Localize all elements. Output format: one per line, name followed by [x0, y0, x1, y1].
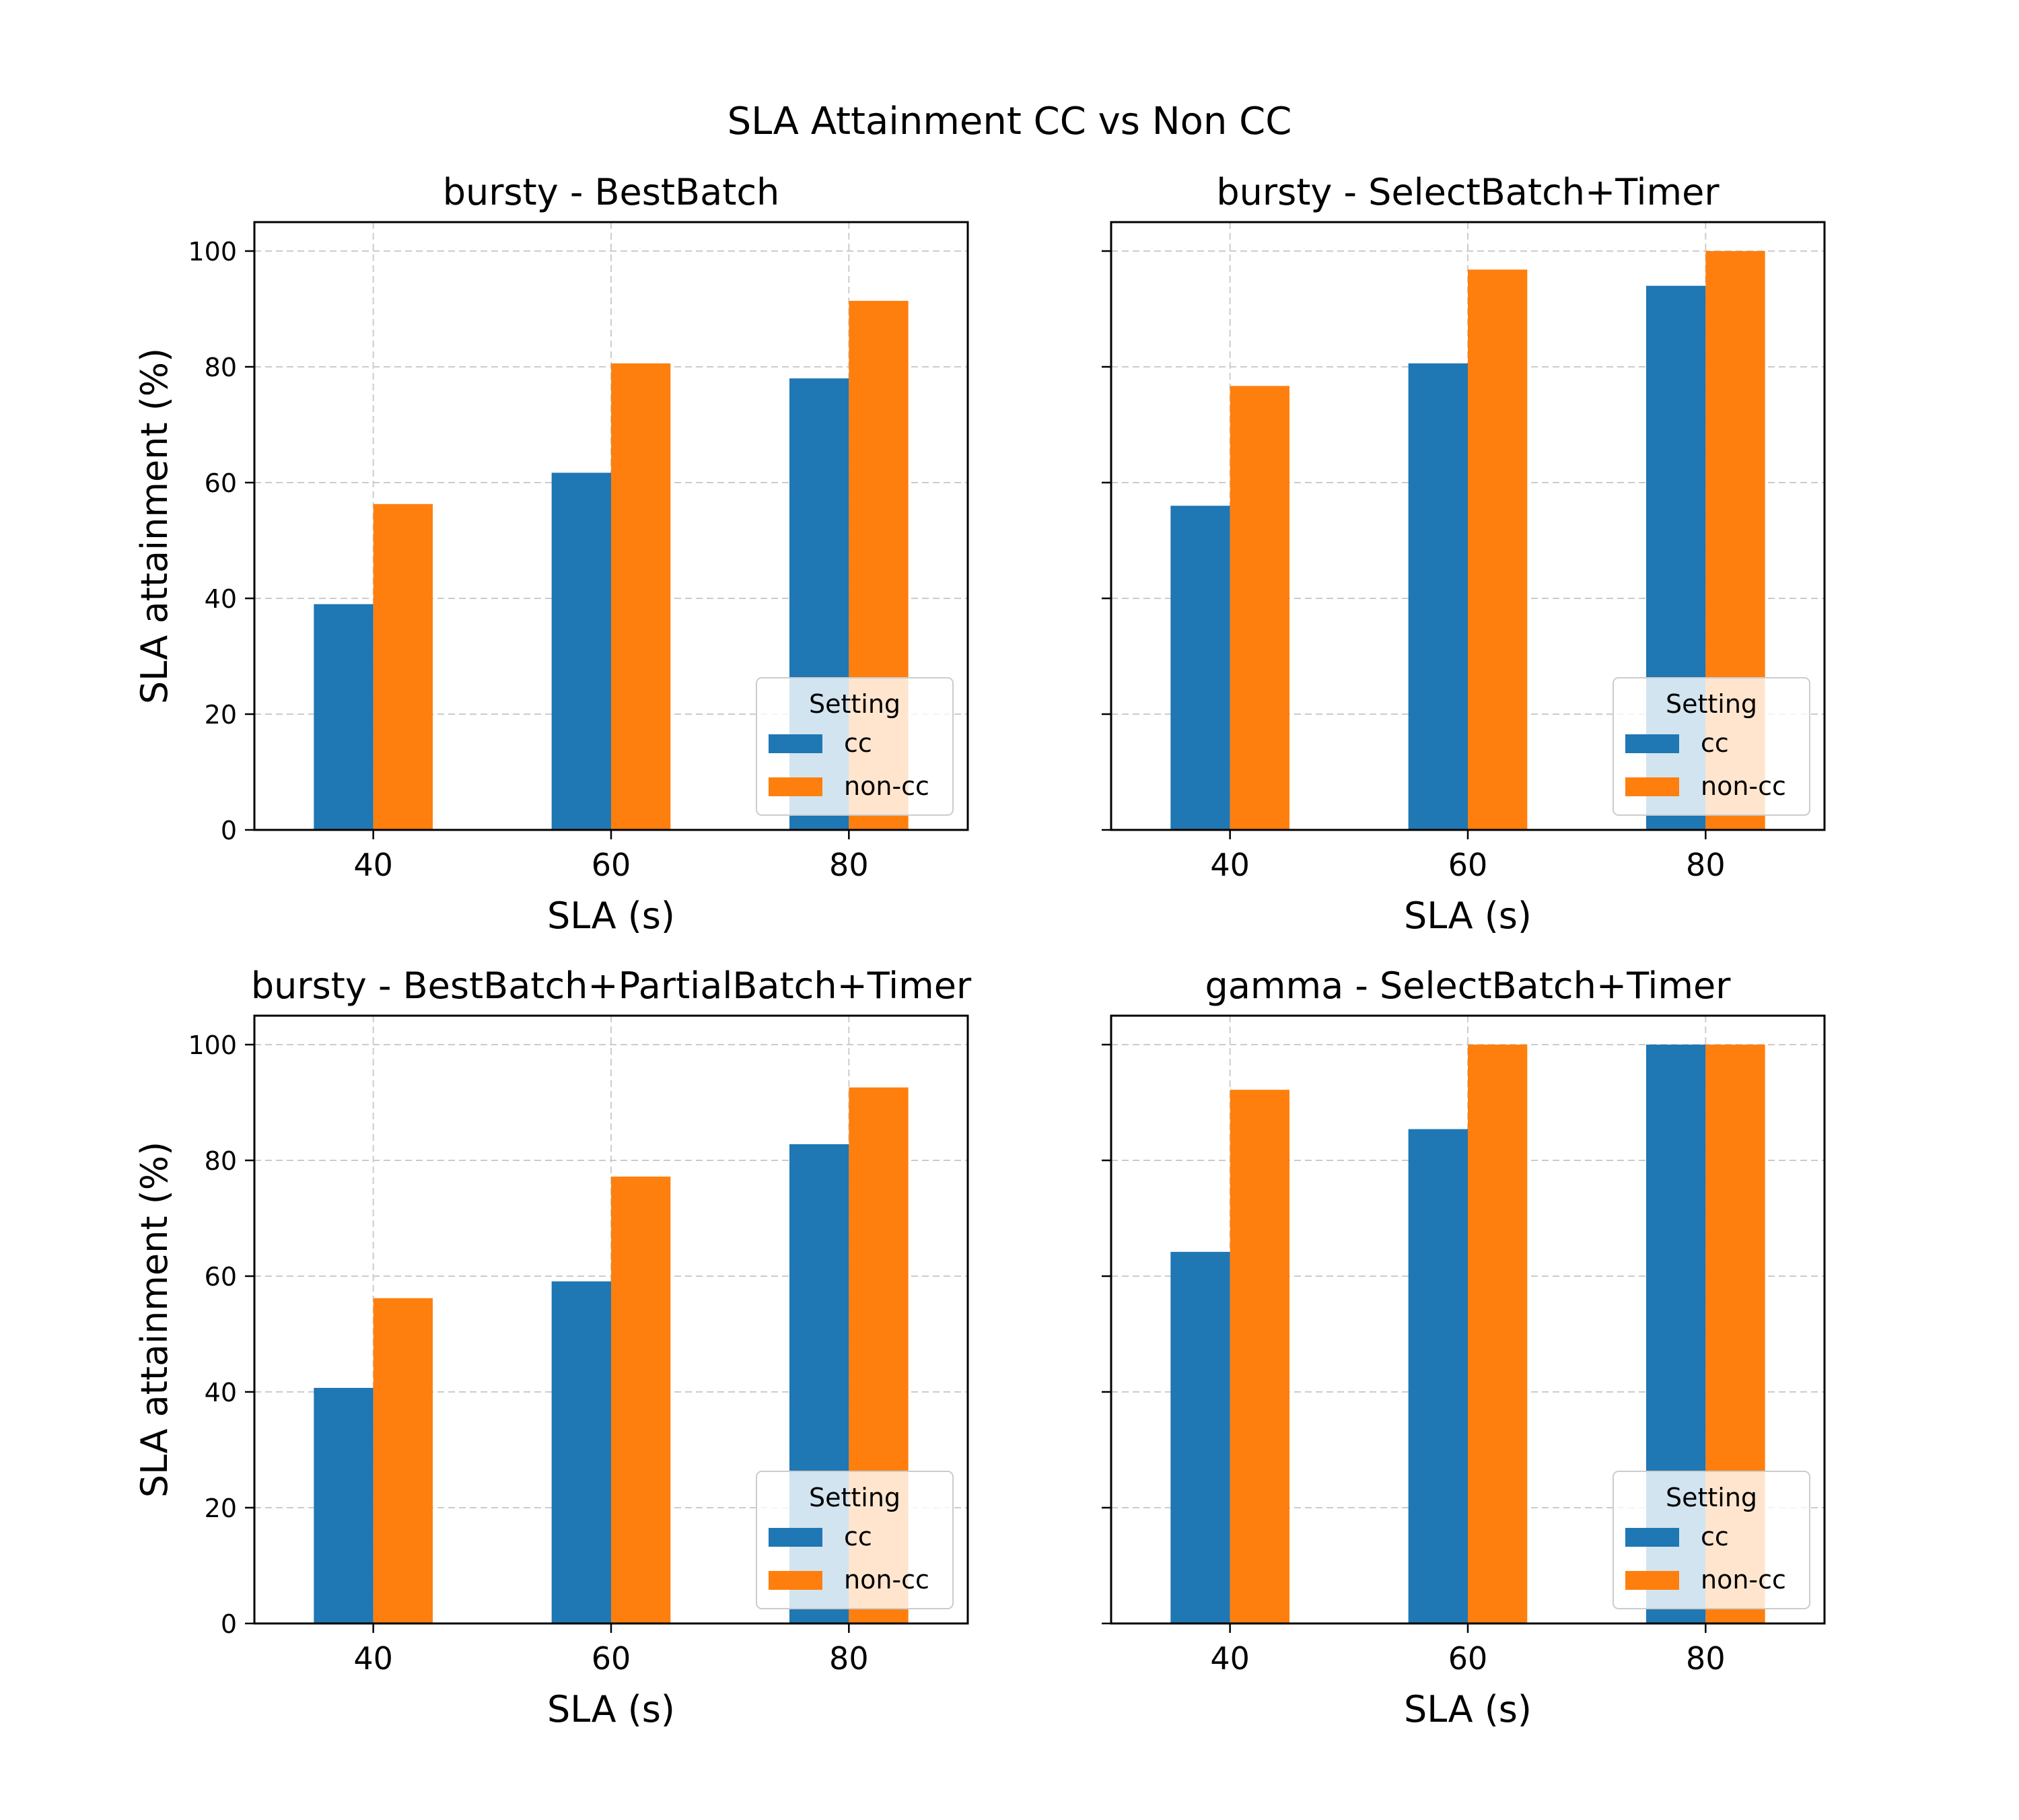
bar-cc-40 [314, 604, 374, 830]
subplot-title: bursty - BestBatch [443, 171, 780, 213]
x-tick-label: 80 [1686, 1640, 1726, 1677]
y-tick-label: 100 [188, 237, 237, 267]
y-tick-label: 100 [188, 1030, 237, 1060]
bar-non-cc-40 [1230, 386, 1289, 830]
legend-title: Setting [809, 689, 900, 719]
bars [314, 1087, 909, 1623]
legend-label-non-cc: non-cc [844, 1565, 929, 1595]
legend-label-cc: cc [1701, 728, 1729, 758]
legend-swatch-non-cc [1625, 1571, 1679, 1590]
legend-swatch-non-cc [1625, 777, 1679, 796]
y-tick-label: 80 [205, 1146, 237, 1176]
x-tick-label: 80 [829, 1640, 869, 1677]
subplot-4: Setting cc non-cc 40 60 80 SLA (s) gamma - Sele… [1102, 965, 1826, 1730]
legend-label-non-cc: non-cc [1701, 1565, 1786, 1595]
bar-cc-60 [1408, 1129, 1468, 1623]
x-tick-label: 80 [829, 847, 869, 883]
x-tick-label: 40 [353, 847, 393, 883]
subplot-3: Setting cc non-cc 0 20 40 60 80 100 40 60 80 SLA (s)… [133, 965, 972, 1730]
y-axis-label: SLA attainment (%) [133, 1142, 176, 1498]
y-tick-label: 40 [205, 1378, 237, 1407]
y-tick-label: 0 [221, 816, 237, 845]
y-tick-label: 0 [221, 1609, 237, 1639]
x-tick-label: 60 [1448, 847, 1488, 883]
legend-label-cc: cc [1701, 1522, 1729, 1551]
legend: Setting cc non-cc [1613, 677, 1810, 816]
y-tick-label: 40 [205, 584, 237, 614]
figure-title: SLA Attainment CC vs Non CC [727, 100, 1292, 143]
legend-swatch-cc [1625, 734, 1679, 753]
legend: Setting cc non-cc [756, 1471, 954, 1609]
bar-cc-40 [1170, 505, 1230, 830]
bar-cc-40 [1170, 1251, 1230, 1623]
legend-title: Setting [1666, 1483, 1757, 1512]
legend-swatch-cc [769, 1528, 822, 1547]
bar-non-cc-40 [373, 1298, 433, 1623]
legend-swatch-non-cc [769, 1571, 822, 1590]
legend-swatch-cc [1625, 1528, 1679, 1547]
x-tick-label: 40 [1210, 1640, 1250, 1677]
x-axis-label: SLA (s) [547, 1688, 675, 1730]
x-tick-label: 40 [353, 1640, 393, 1677]
legend: Setting cc non-cc [756, 677, 954, 816]
x-axis-label: SLA (s) [547, 895, 675, 937]
legend-label-non-cc: non-cc [844, 771, 929, 801]
bar-non-cc-60 [611, 363, 671, 830]
bar-non-cc-40 [1230, 1090, 1289, 1623]
bar-non-cc-60 [1468, 269, 1528, 830]
legend-label-cc: cc [844, 728, 872, 758]
bar-non-cc-60 [611, 1177, 671, 1623]
bar-cc-40 [314, 1387, 374, 1623]
bars [314, 300, 909, 831]
subplot-1: Setting cc non-cc 0 20 40 60 80 100 40 60 80 SLA (s)… [133, 171, 969, 937]
bar-cc-60 [551, 1281, 611, 1623]
bar-cc-60 [1408, 363, 1468, 830]
y-tick-label: 20 [205, 1494, 237, 1523]
subplot-title: bursty - SelectBatch+Timer [1216, 171, 1720, 213]
x-tick-label: 60 [592, 847, 631, 883]
bar-non-cc-60 [1468, 1045, 1528, 1623]
y-tick-label: 20 [205, 700, 237, 730]
subplot-title: bursty - BestBatch+PartialBatch+Timer [251, 965, 972, 1007]
legend-swatch-cc [769, 734, 822, 753]
legend-label-non-cc: non-cc [1701, 771, 1786, 801]
legend-title: Setting [1666, 689, 1757, 719]
bar-cc-60 [551, 473, 611, 830]
x-tick-label: 40 [1210, 847, 1250, 883]
x-tick-label: 60 [1448, 1640, 1488, 1677]
legend: Setting cc non-cc [1613, 1471, 1810, 1609]
x-tick-label: 60 [592, 1640, 631, 1677]
y-tick-label: 80 [205, 353, 237, 382]
x-tick-label: 80 [1686, 847, 1726, 883]
legend-title: Setting [809, 1483, 900, 1512]
bar-non-cc-40 [373, 503, 433, 830]
legend-label-cc: cc [844, 1522, 872, 1551]
y-axis-label: SLA attainment (%) [133, 348, 176, 704]
y-tick-label: 60 [205, 468, 237, 498]
subplot-2: Setting cc non-cc 40 60 80 SLA (s) bursty - Sel… [1102, 171, 1826, 937]
x-axis-label: SLA (s) [1404, 895, 1532, 937]
legend-swatch-non-cc [769, 777, 822, 796]
y-tick-label: 60 [205, 1262, 237, 1292]
subplot-title: gamma - SelectBatch+Timer [1205, 965, 1732, 1007]
x-axis-label: SLA (s) [1404, 1688, 1532, 1730]
